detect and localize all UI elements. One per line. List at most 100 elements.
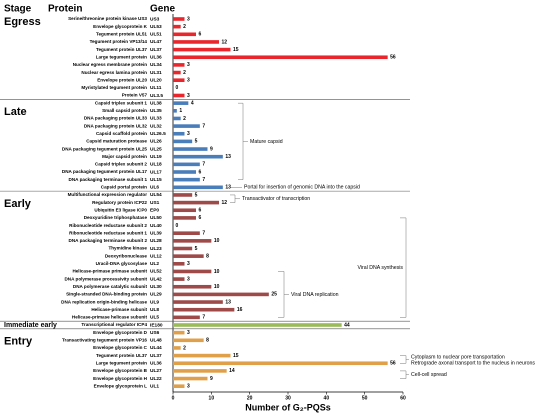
protein-label: Tegument protein UL37 — [96, 353, 147, 358]
bar — [173, 124, 200, 128]
gene-label: UL47 — [150, 39, 162, 45]
annotation: Mature capsid — [250, 139, 283, 145]
protein-label: Transcriptional regulator ICP4 — [81, 322, 147, 327]
gene-label: UL19 — [150, 154, 162, 160]
value-label: 12 — [222, 39, 228, 45]
gene-label: UL50 — [150, 215, 162, 221]
bar — [173, 177, 200, 182]
gene-label: UL12 — [150, 253, 162, 259]
bar — [173, 216, 196, 220]
bar — [173, 93, 185, 98]
protein-label: Ubiquitin E3 ligase ICP0 — [94, 207, 147, 212]
protein-label: Tegument protein UL51 — [96, 32, 147, 37]
gene-label: UL30 — [150, 284, 162, 290]
bar — [173, 147, 208, 151]
protein-label: Capsid maturation protease — [86, 139, 147, 144]
protein-label: Serine/threonine protein kinase US3 — [68, 16, 147, 21]
stage-header: Stage — [4, 4, 32, 15]
protein-label: Deoxyuridine triphosphatase — [84, 215, 148, 220]
protein-label: DNA packaging terminase subunit 2 — [69, 238, 148, 243]
value-label: 14 — [229, 368, 235, 374]
value-label: 7 — [202, 315, 205, 321]
protein-label: Major capsid protein — [102, 154, 147, 159]
group-label: Immediate early — [4, 322, 57, 329]
value-label: 2 — [183, 24, 186, 30]
value-label: 16 — [237, 307, 243, 313]
bar — [173, 70, 181, 75]
annotation: Portal for insertion of genomic DNA into… — [244, 185, 360, 191]
protein-label: Single-stranded DNA-binding protein — [66, 292, 147, 297]
x-tick-label: 10 — [209, 395, 215, 401]
gene-label: UL23 — [150, 246, 162, 252]
value-label: 3 — [187, 131, 190, 137]
value-label: 7 — [202, 177, 205, 183]
gene-label: UL39 — [150, 230, 162, 236]
protein-label: Helicase-primase primase subunit — [72, 269, 147, 274]
protein-label: Envelope protein UL20 — [97, 77, 147, 82]
bar — [173, 307, 235, 312]
gene-label: UL51 — [150, 32, 162, 38]
gene-label: UL17 — [150, 169, 162, 175]
bar — [173, 292, 269, 297]
gene-label: UL36 — [150, 361, 162, 367]
protein-label: Nuclear egress membrane protein — [73, 62, 147, 67]
gene-label: US1 — [150, 200, 160, 206]
value-label: 4 — [191, 100, 194, 106]
protein-label: Tegument protein UL37 — [96, 47, 147, 52]
annotation: Retrograde axonal transport to the nucle… — [411, 360, 535, 366]
value-label: 56 — [390, 361, 396, 367]
protein-label: DNA polymerase processivity subunit — [64, 276, 147, 281]
gene-label: UL11 — [150, 85, 162, 91]
gene-label: UL52 — [150, 269, 162, 275]
bar — [173, 101, 189, 105]
gene-label: UL5 — [150, 315, 159, 321]
gene-label: UL54 — [150, 192, 162, 198]
value-label: 13 — [225, 299, 231, 305]
value-label: 2 — [183, 70, 186, 76]
x-tick-label: 0 — [172, 395, 175, 401]
protein-label: Large tegument protein — [96, 54, 147, 59]
gene-label: UL26.5 — [150, 131, 166, 137]
bar — [173, 63, 185, 67]
gene-label: IE180 — [150, 322, 163, 328]
value-label: 2 — [183, 116, 186, 122]
bar — [173, 24, 181, 29]
protein-label: Helicase-primase helicase subunit — [72, 315, 148, 320]
gene-label: EP0 — [150, 208, 159, 214]
value-label: 2 — [183, 345, 186, 351]
bar — [173, 139, 193, 144]
bar — [173, 32, 196, 37]
protein-label: Uracil-DNA glycosylase — [96, 261, 148, 266]
bar — [173, 131, 185, 136]
gene-label: UL22 — [150, 376, 162, 382]
bar — [173, 254, 204, 258]
gene-label: UL32 — [150, 123, 162, 129]
gene-label: UL42 — [150, 276, 162, 282]
value-label: 3 — [187, 93, 190, 99]
bar — [173, 185, 223, 190]
bar — [173, 277, 185, 281]
protein-label: Small capsid protein — [102, 108, 147, 113]
value-label: 3 — [187, 78, 190, 84]
bar — [173, 300, 223, 304]
bar — [173, 262, 185, 266]
protein-label: Tegument protein VP13/14 — [90, 39, 148, 44]
gene-label: UL31 — [150, 70, 162, 76]
x-tick-label: 50 — [362, 395, 368, 401]
bar — [173, 323, 342, 327]
protein-label: DNA packaging tegument protein UL17 — [62, 169, 148, 174]
bar — [173, 315, 200, 320]
bar — [173, 208, 196, 213]
value-label: 8 — [206, 338, 209, 344]
gene-label: UL48 — [150, 338, 162, 344]
protein-label: Helicase-primase subunit — [91, 307, 147, 312]
bar — [173, 231, 200, 235]
bar — [173, 361, 388, 366]
annotation: Viral DNA replication — [291, 292, 339, 298]
group-label: Late — [4, 106, 27, 118]
bar — [173, 78, 185, 82]
protein-label: Protein V57 — [122, 93, 148, 98]
bar — [173, 17, 185, 21]
bar — [173, 109, 177, 113]
